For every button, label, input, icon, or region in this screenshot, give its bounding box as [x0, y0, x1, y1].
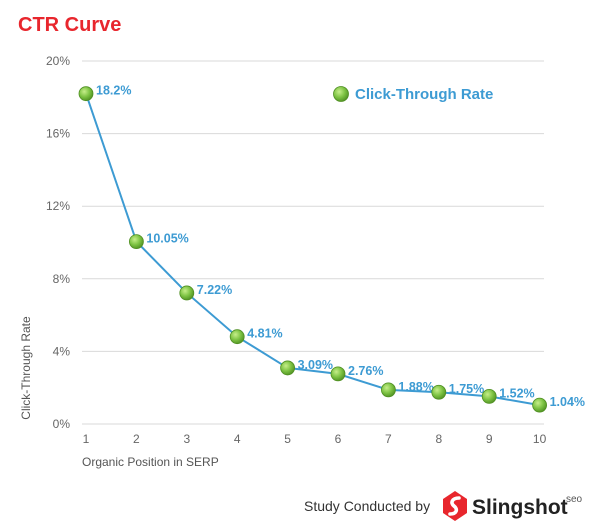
y-axis-label: Click-Through Rate [19, 316, 33, 420]
gridlines [82, 60, 544, 425]
x-tick-label: 9 [486, 432, 493, 446]
x-tick-label: 2 [133, 432, 140, 446]
legend-marker [333, 86, 349, 102]
y-axis-ticks: 0% 4% 8% 12% 16% 20% [46, 54, 70, 431]
y-tick-label: 4% [53, 344, 71, 358]
data-point [532, 397, 547, 413]
data-label: 4.81% [247, 327, 282, 341]
data-point [280, 360, 296, 376]
data-label: 1.88% [398, 380, 433, 394]
y-tick-label: 0% [53, 417, 71, 431]
data-point [128, 234, 144, 249]
x-tick-label: 7 [385, 432, 392, 446]
data-label: 1.04% [550, 395, 585, 409]
x-tick-label: 5 [284, 432, 291, 446]
chart-title: CTR Curve [18, 14, 121, 36]
slingshot-logo-icon [443, 491, 467, 521]
y-tick-label: 12% [46, 199, 70, 213]
series-line [85, 93, 540, 407]
brand-name: Slingshot [472, 496, 568, 519]
data-label: 1.75% [449, 382, 484, 396]
data-point [330, 366, 346, 382]
data-point [179, 285, 195, 301]
x-axis-ticks: 1 2 3 4 5 6 7 8 9 10 [83, 432, 547, 446]
x-tick-label: 10 [533, 432, 547, 446]
series-click-through-rate: 18.2% 10.05% 7.22% 4.81% 3.09% 2.76% 1.88% 1.75… [78, 84, 585, 413]
x-tick-label: 4 [234, 432, 241, 446]
legend-label: Click-Through Rate [355, 86, 493, 103]
data-label: 1.52% [499, 386, 534, 400]
data-label: 3.09% [298, 358, 333, 372]
y-tick-label: 8% [53, 272, 71, 286]
data-label: 2.76% [348, 364, 383, 378]
x-tick-label: 1 [83, 432, 90, 446]
legend: Click-Through Rate [333, 86, 493, 103]
data-point [229, 329, 245, 345]
x-tick-label: 8 [435, 432, 442, 446]
x-axis-label: Organic Position in SERP [82, 455, 219, 469]
data-point [380, 382, 396, 398]
data-label: 7.22% [197, 283, 232, 297]
brand-suffix: seo [566, 494, 583, 505]
data-point [481, 389, 497, 404]
y-tick-label: 16% [46, 127, 70, 141]
x-tick-label: 6 [335, 432, 342, 446]
data-label: 18.2% [96, 84, 131, 98]
data-label: 10.05% [146, 232, 188, 246]
footer-credit: Study Conducted by Slingshot seo [304, 491, 583, 521]
y-tick-label: 20% [46, 54, 70, 68]
data-point [431, 384, 447, 400]
x-tick-label: 3 [183, 432, 190, 446]
footer-credit-text: Study Conducted by [304, 498, 430, 514]
data-point [78, 86, 94, 102]
